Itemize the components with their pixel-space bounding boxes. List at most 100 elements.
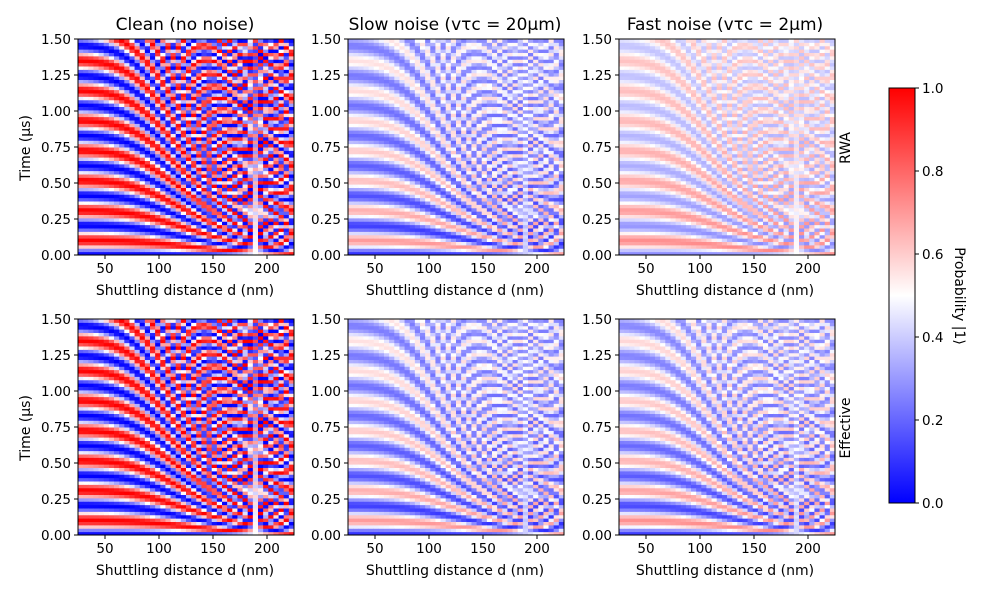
heatmap-cell xyxy=(206,244,213,249)
heatmap-cell xyxy=(288,224,295,229)
heatmap-cell xyxy=(389,109,395,114)
heatmap-cell xyxy=(139,79,146,84)
heatmap-cell xyxy=(461,123,467,128)
heatmap-cell xyxy=(206,39,213,43)
heatmap-cell xyxy=(206,69,213,74)
heatmap-cell xyxy=(404,66,411,70)
heatmap-cell xyxy=(492,116,498,121)
heatmap-cell xyxy=(517,167,524,172)
heatmap-cell xyxy=(93,126,100,131)
heatmap-cell xyxy=(83,211,89,216)
heatmap-cell xyxy=(247,174,254,178)
heatmap-cell xyxy=(394,136,400,141)
heatmap-cell xyxy=(108,184,115,189)
heatmap-cell xyxy=(409,49,416,54)
heatmap-cell xyxy=(445,116,452,121)
heatmap-cell xyxy=(252,123,259,128)
heatmap-cell xyxy=(119,180,125,185)
heatmap-cell xyxy=(227,96,233,101)
heatmap-cell xyxy=(353,167,359,172)
column-title-fast-noise: Fast noise (vτc = 2μm) xyxy=(627,15,823,35)
heatmap-cell xyxy=(114,248,120,253)
heatmap-cell xyxy=(83,234,89,239)
heatmap-cell xyxy=(119,201,125,205)
heatmap-cell xyxy=(522,197,529,202)
heatmap-cell xyxy=(368,177,375,182)
heatmap-cell xyxy=(399,62,406,67)
heatmap-cell xyxy=(150,76,156,81)
heatmap-cell xyxy=(389,217,395,222)
heatmap-cell xyxy=(93,89,100,94)
heatmap-cell xyxy=(384,147,390,151)
heatmap-cell xyxy=(150,184,156,189)
heatmap-cell xyxy=(165,248,172,253)
heatmap-cell xyxy=(196,217,202,222)
heatmap-cell xyxy=(497,69,503,74)
heatmap-cell xyxy=(445,204,452,209)
heatmap-cell xyxy=(144,55,151,60)
heatmap-cell xyxy=(471,211,478,216)
heatmap-cell xyxy=(425,228,431,232)
heatmap-cell xyxy=(263,160,269,165)
heatmap-cell xyxy=(98,238,105,243)
heatmap-cell xyxy=(201,123,208,128)
heatmap-cell xyxy=(237,228,244,232)
heatmap-cell xyxy=(384,106,390,111)
heatmap-cell xyxy=(98,201,105,205)
heatmap-cell xyxy=(358,214,364,219)
heatmap-cell xyxy=(98,150,105,155)
heatmap-cell xyxy=(196,69,202,74)
heatmap-cell xyxy=(268,42,274,47)
heatmap-cell xyxy=(175,113,182,118)
heatmap-cell xyxy=(268,244,274,249)
heatmap-cell xyxy=(144,66,151,70)
heatmap-cell xyxy=(129,167,136,172)
heatmap-cell xyxy=(186,231,192,236)
heatmap-cell xyxy=(165,174,172,178)
heatmap-cell xyxy=(155,174,161,178)
heatmap-cell xyxy=(476,184,483,189)
heatmap-cell xyxy=(461,140,467,145)
heatmap-cell xyxy=(108,59,115,64)
heatmap-cell xyxy=(497,150,503,155)
heatmap-cell xyxy=(353,180,359,185)
heatmap-cell xyxy=(435,251,442,256)
heatmap-cell xyxy=(517,147,524,151)
heatmap-cell xyxy=(227,106,233,111)
heatmap-cell xyxy=(196,201,202,205)
heatmap-cell xyxy=(227,123,233,128)
heatmap-cell xyxy=(119,113,125,118)
heatmap-cell xyxy=(258,49,264,54)
heatmap-cell xyxy=(170,109,177,114)
heatmap-cell xyxy=(108,62,115,67)
heatmap-cell xyxy=(237,180,244,185)
heatmap-cell xyxy=(108,126,115,131)
heatmap-cell xyxy=(103,55,110,60)
heatmap-cell xyxy=(278,143,285,148)
heatmap-cell xyxy=(216,190,223,195)
heatmap-cell xyxy=(93,231,100,236)
heatmap-cell xyxy=(263,109,269,114)
heatmap-cell xyxy=(150,113,156,118)
heatmap-cell xyxy=(420,49,426,54)
heatmap-cell xyxy=(175,89,182,94)
heatmap-cell xyxy=(83,248,89,253)
heatmap-cell xyxy=(435,153,442,158)
heatmap-cell xyxy=(139,39,146,43)
heatmap-cell xyxy=(445,224,452,229)
heatmap-cell xyxy=(373,82,380,87)
heatmap-cell xyxy=(414,221,421,226)
heatmap-cell xyxy=(83,55,89,60)
heatmap-cell xyxy=(420,157,426,162)
heatmap-cell xyxy=(144,147,151,151)
heatmap-cell xyxy=(83,163,89,168)
heatmap-cell xyxy=(216,217,223,222)
heatmap-cell xyxy=(461,157,467,162)
heatmap-cell xyxy=(512,59,519,64)
heatmap-cell xyxy=(512,66,519,70)
heatmap-cell xyxy=(165,113,172,118)
heatmap-cell xyxy=(237,66,244,70)
heatmap-cell xyxy=(507,39,514,43)
heatmap-cell xyxy=(456,251,462,256)
heatmap-cell xyxy=(389,201,395,205)
